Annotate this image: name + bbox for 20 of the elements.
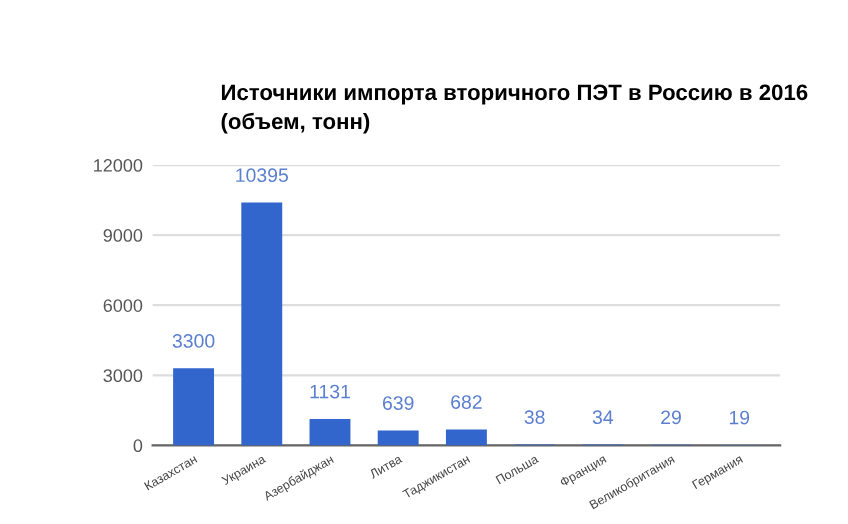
data-label: 34 bbox=[592, 410, 614, 425]
chart-title: Источники импорта вторичного ПЭТ в Россию в 2016 (объем, тонн) bbox=[221, 84, 808, 134]
y-tick-label: 0 bbox=[133, 439, 143, 453]
bar bbox=[241, 202, 283, 446]
bar bbox=[377, 430, 419, 446]
y-tick-label: 12000 bbox=[94, 158, 143, 172]
bar bbox=[309, 418, 351, 446]
data-label: 38 bbox=[524, 410, 545, 424]
y-tick-label: 9000 bbox=[103, 229, 143, 242]
data-label: 29 bbox=[661, 410, 681, 425]
data-label: 19 bbox=[729, 410, 750, 425]
data-label: 639 bbox=[382, 396, 414, 410]
data-label: 1131 bbox=[310, 384, 350, 399]
data-label: 3300 bbox=[172, 334, 215, 348]
y-tick-label: 3000 bbox=[103, 369, 143, 383]
data-label: 10395 bbox=[236, 168, 288, 183]
bar bbox=[445, 429, 487, 446]
y-tick-label: 6000 bbox=[103, 299, 143, 312]
bar bbox=[173, 368, 215, 446]
data-label: 682 bbox=[451, 395, 482, 409]
